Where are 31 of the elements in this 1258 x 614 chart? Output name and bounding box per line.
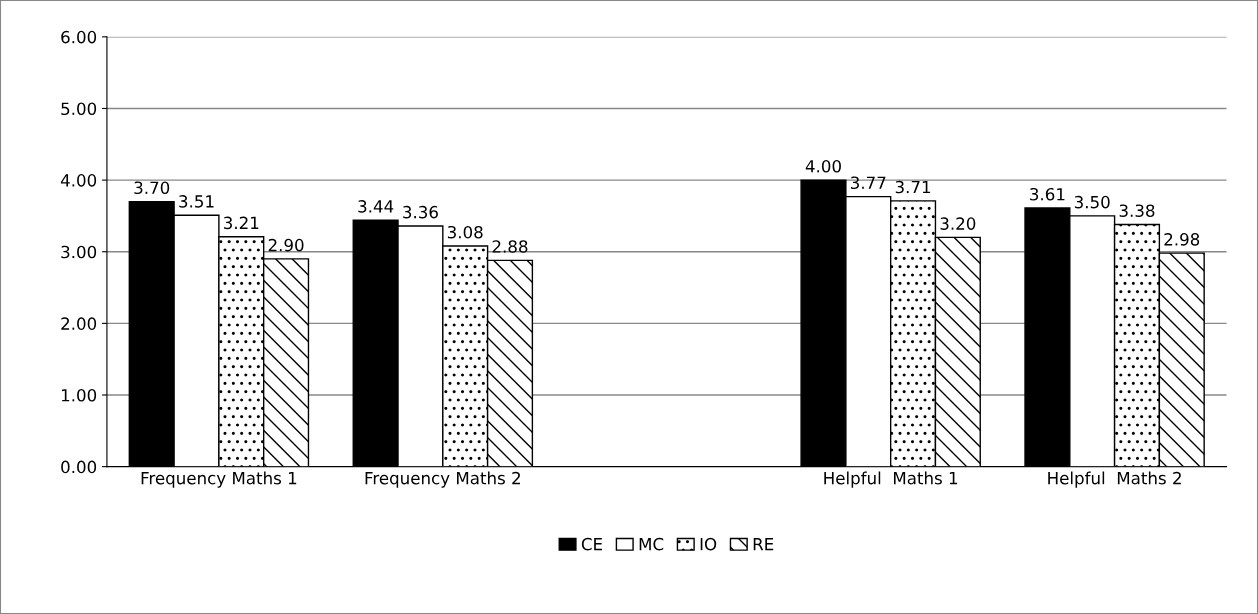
y-tick-label: 5.00 (61, 102, 97, 116)
data-label: 3.08 (447, 225, 483, 239)
data-label: 3.38 (1119, 204, 1155, 217)
legend-label: IO (700, 537, 717, 551)
data-label: 3.50 (1074, 195, 1110, 209)
data-label: 4.00 (805, 159, 841, 173)
x-tick-label: Helpful Maths 2 (1048, 471, 1181, 488)
legend-label: CE (581, 537, 603, 551)
y-tick-label: 0.00 (61, 460, 97, 474)
y-tick-label: 1.00 (61, 388, 97, 402)
legend-label: RE (753, 538, 774, 551)
data-label: 2.90 (268, 238, 304, 252)
data-label: 3.51 (179, 195, 214, 208)
x-tick-label: Helpful Maths 1 (824, 471, 958, 488)
data-label: 3.21 (224, 216, 259, 230)
data-label: 3.20 (940, 217, 976, 230)
data-label: 3.61 (1030, 187, 1065, 201)
data-label: 3.44 (358, 200, 394, 213)
data-label: 3.70 (134, 181, 170, 195)
y-tick-label: 6.00 (61, 30, 97, 44)
legend-label: MC (639, 537, 664, 551)
data-label: 3.36 (403, 205, 438, 219)
data-label: 3.71 (895, 180, 931, 194)
x-tick-label: Frequency Maths 1 (141, 471, 297, 488)
y-tick-label: 4.00 (60, 174, 97, 187)
x-tick-label: Frequency Maths 2 (365, 471, 520, 488)
data-label: 2.88 (492, 240, 528, 253)
y-tick-label: 2.00 (61, 317, 97, 330)
y-tick-label: 3.00 (61, 245, 97, 259)
data-label: 2.98 (1164, 233, 1200, 246)
data-label: 3.77 (850, 176, 886, 190)
